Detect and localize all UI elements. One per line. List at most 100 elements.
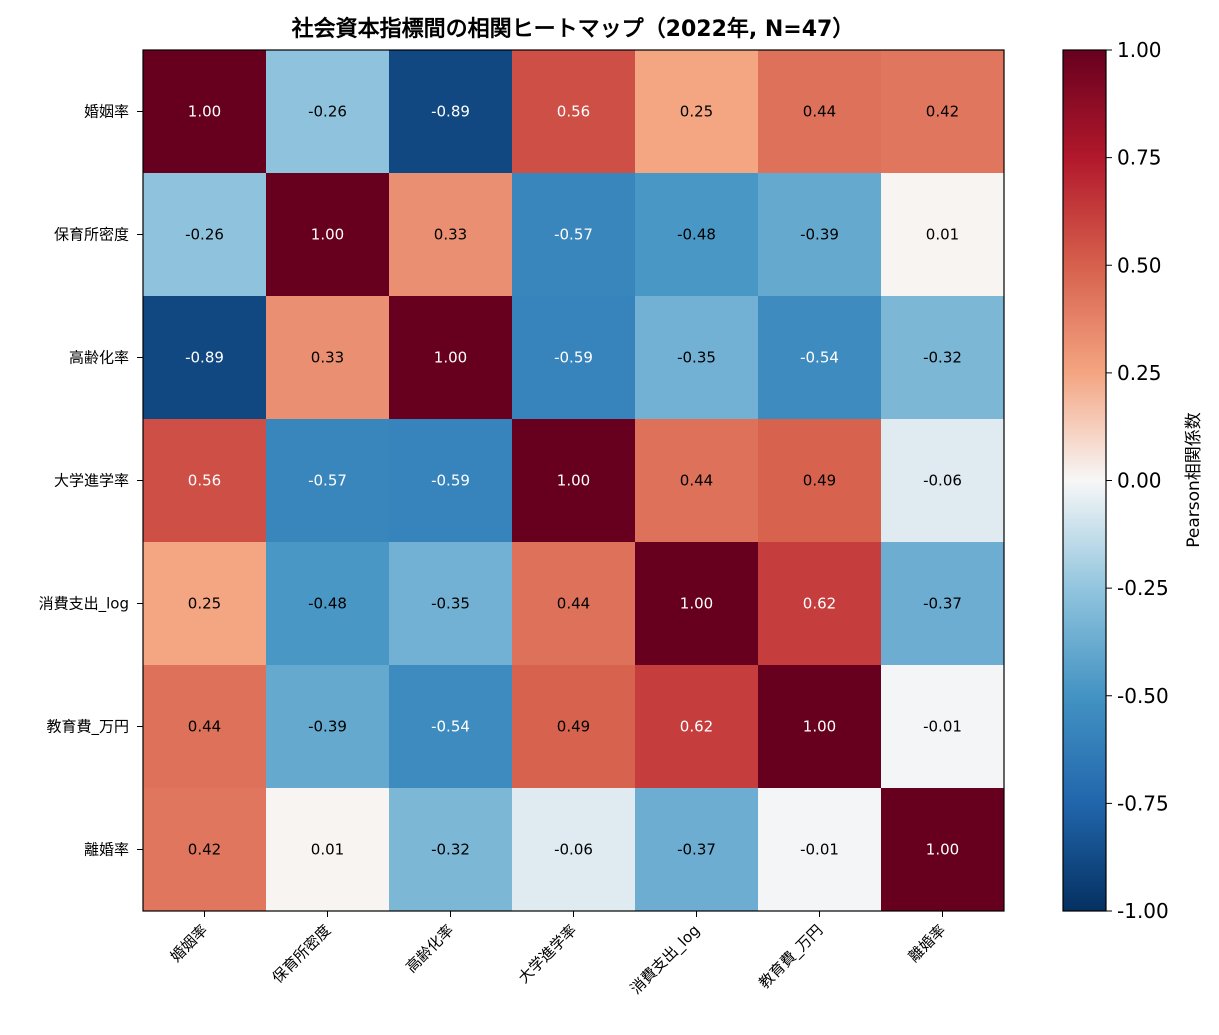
chart-title: 社会資本指標間の相関ヒートマップ（2022年, N=47） (292, 16, 855, 42)
cell-value-label: -0.26 (185, 226, 224, 244)
cell-value-label: 0.33 (434, 226, 467, 244)
heatmap-cell (512, 788, 636, 912)
heatmap-cell (635, 788, 759, 912)
cell-value-label: 0.49 (557, 718, 590, 736)
cell-value-label: 0.01 (926, 226, 959, 244)
heatmap-cell (266, 665, 390, 789)
cell-value-label: -0.57 (554, 226, 593, 244)
y-tick-label: 離婚率 (84, 841, 129, 859)
heatmap-cell (143, 665, 267, 789)
colorbar-tick-label: 0.50 (1117, 253, 1162, 277)
heatmap-cell (758, 419, 882, 543)
cell-value-label: 1.00 (680, 595, 713, 613)
heatmap-cells (143, 50, 1005, 912)
heatmap-cell (881, 296, 1005, 420)
cell-value-label: -0.48 (677, 226, 716, 244)
cell-value-label: 0.49 (803, 472, 836, 490)
heatmap-cell (266, 50, 390, 174)
heatmap-cell (881, 542, 1005, 666)
cell-value-label: 0.56 (188, 472, 221, 490)
heatmap-cell (389, 788, 513, 912)
heatmap-cell (143, 296, 267, 420)
colorbar-ticks: 1.00 0.75 0.50 0.25 0.00 -0.25 -0.50 -0.75 -1.00 (1106, 38, 1169, 923)
colorbar-tick-label: 0.75 (1117, 146, 1162, 170)
heatmap-cell (881, 419, 1005, 543)
cell-value-label: 0.44 (680, 472, 713, 490)
cell-value-label: -0.59 (554, 349, 593, 367)
colorbar-tick-label: 0.00 (1117, 469, 1162, 493)
heatmap-cell (635, 296, 759, 420)
heatmap-cell (758, 788, 882, 912)
cell-value-label: -0.26 (308, 103, 347, 121)
cell-value-label: 0.25 (680, 103, 713, 121)
heatmap-cell (512, 419, 636, 543)
heatmap-cell (881, 788, 1005, 912)
heatmap-cell (266, 419, 390, 543)
colorbar-tick-label: -0.75 (1117, 791, 1169, 815)
heatmap-cell (266, 296, 390, 420)
heatmap-cell (389, 296, 513, 420)
heatmap-cell (635, 665, 759, 789)
heatmap-cell (389, 173, 513, 297)
heatmap-cell (881, 665, 1005, 789)
cell-value-label: -0.01 (923, 718, 962, 736)
cell-value-label: -0.06 (554, 841, 593, 859)
colorbar-tick-label: -0.25 (1117, 576, 1169, 600)
colorbar-label: Pearson相関係数 (1184, 412, 1204, 548)
heatmap-cell (512, 173, 636, 297)
heatmap-cell (635, 542, 759, 666)
y-tick-label: 教育費_万円 (46, 718, 129, 737)
cell-value-label: 0.62 (680, 718, 713, 736)
cell-value-label: 0.42 (926, 103, 959, 121)
heatmap-cell (143, 542, 267, 666)
cell-value-label: -0.37 (923, 595, 962, 613)
heatmap-cell (635, 419, 759, 543)
heatmap-cell (881, 173, 1005, 297)
heatmap-cell (758, 665, 882, 789)
cell-value-label: -0.06 (923, 472, 962, 490)
cell-value-label: -0.39 (800, 226, 839, 244)
heatmap-cell-labels: 1.00 -0.26 -0.89 0.56 0.25 0.44 0.42 -0.26 1.00 0… (185, 103, 962, 859)
cell-value-label: 0.42 (188, 841, 221, 859)
y-tick-label: 大学進学率 (54, 472, 129, 490)
cell-value-label: 1.00 (926, 841, 959, 859)
y-tick-label: 保育所密度 (54, 226, 129, 244)
cell-value-label: 1.00 (311, 226, 344, 244)
cell-value-label: -0.35 (431, 595, 470, 613)
heatmap-cell (389, 50, 513, 174)
y-tick-label: 消費支出_log (39, 595, 129, 614)
heatmap-cell (758, 173, 882, 297)
cell-value-label: -0.89 (431, 103, 470, 121)
cell-value-label: -0.37 (677, 841, 716, 859)
heatmap-cell (389, 542, 513, 666)
y-tick-label: 高齢化率 (69, 349, 129, 367)
cell-value-label: -0.48 (308, 595, 347, 613)
cell-value-label: 1.00 (557, 472, 590, 490)
cell-value-label: -0.32 (923, 349, 962, 367)
heatmap-cell (881, 50, 1005, 174)
heatmap-cell (266, 542, 390, 666)
colorbar-tick-label: -1.00 (1117, 899, 1169, 923)
cell-value-label: -0.39 (308, 718, 347, 736)
cell-value-label: -0.59 (431, 472, 470, 490)
y-tick-label: 婚姻率 (84, 103, 129, 121)
heatmap-cell (635, 173, 759, 297)
heatmap-cell (143, 419, 267, 543)
cell-value-label: 1.00 (803, 718, 836, 736)
cell-value-label: -0.54 (800, 349, 839, 367)
heatmap-cell (266, 788, 390, 912)
colorbar-tick-label: 0.25 (1117, 361, 1162, 385)
colorbar (1062, 49, 1107, 912)
colorbar-tick-label: 1.00 (1117, 38, 1162, 62)
heatmap-cell (143, 173, 267, 297)
cell-value-label: -0.01 (800, 841, 839, 859)
cell-value-label: -0.54 (431, 718, 470, 736)
heatmap-cell (758, 50, 882, 174)
heatmap-cell (512, 665, 636, 789)
heatmap-cell (512, 296, 636, 420)
cell-value-label: 0.44 (557, 595, 590, 613)
heatmap-cell (635, 50, 759, 174)
heatmap-cell (389, 419, 513, 543)
